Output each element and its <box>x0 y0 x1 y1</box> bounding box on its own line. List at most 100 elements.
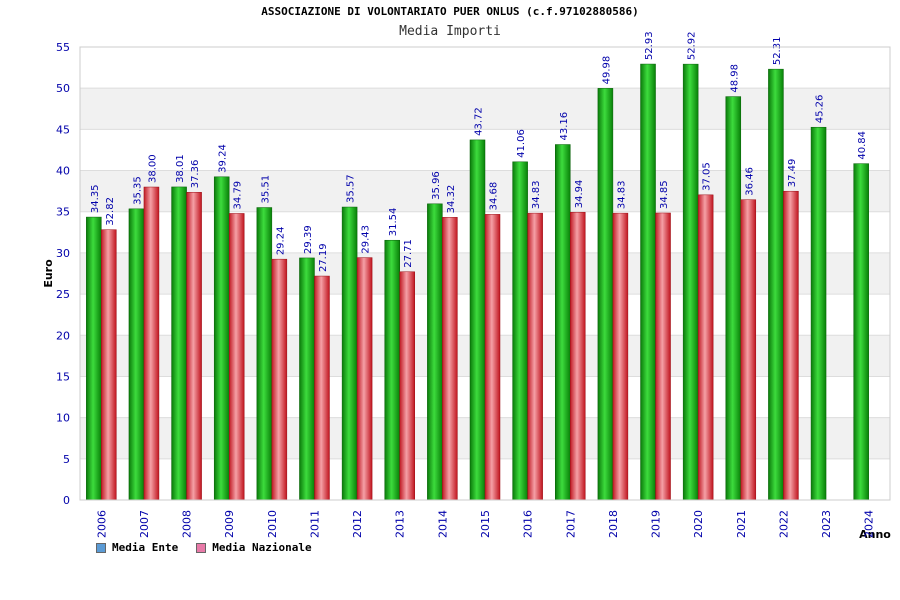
data-label: 37.49 <box>787 159 798 188</box>
y-tick-label: 40 <box>56 165 70 178</box>
bar-media-nazionale <box>228 213 245 501</box>
data-label: 34.68 <box>489 182 500 211</box>
data-label: 35.96 <box>431 171 442 200</box>
x-tick-label: 2017 <box>564 510 577 538</box>
y-tick-label: 15 <box>56 370 70 383</box>
y-tick-label: 45 <box>56 123 70 136</box>
bar-media-nazionale <box>655 212 671 501</box>
bar-media-ente <box>86 216 102 501</box>
x-tick-label: 2021 <box>735 510 748 538</box>
chart-title: ASSOCIAZIONE DI VOLONTARIATO PUER ONLUS … <box>261 5 639 18</box>
bar-media-nazionale <box>356 257 373 501</box>
data-label: 29.39 <box>303 225 314 254</box>
data-label: 37.36 <box>190 160 201 189</box>
data-label: 34.79 <box>233 181 244 210</box>
y-tick-label: 0 <box>63 494 70 507</box>
bar-media-nazionale <box>783 190 799 501</box>
bar-media-ente <box>853 163 869 501</box>
bar-media-ente <box>128 208 145 501</box>
x-tick-label: 2019 <box>650 510 663 538</box>
y-tick-label: 20 <box>56 329 70 342</box>
data-label: 43.72 <box>474 107 485 136</box>
bar-media-ente <box>299 257 315 501</box>
bar-media-nazionale <box>143 186 160 501</box>
data-label: 35.35 <box>132 176 143 205</box>
chart-subtitle: Media Importi <box>399 24 501 39</box>
bar-media-ente <box>427 203 443 501</box>
data-label: 52.31 <box>772 37 783 66</box>
bar-media-ente <box>171 186 187 501</box>
data-label: 43.16 <box>559 112 570 141</box>
plot-frame <box>79 46 891 501</box>
data-label: 45.26 <box>815 95 826 124</box>
bar-media-ente <box>555 144 571 501</box>
x-tick-label: 2013 <box>394 510 407 538</box>
bar-media-ente <box>768 68 784 501</box>
y-tick-label: 10 <box>56 412 70 425</box>
data-label: 29.24 <box>275 227 286 256</box>
y-axis-label: Euro <box>42 259 55 288</box>
data-label: 39.24 <box>218 144 229 173</box>
bar-media-ente <box>597 88 614 501</box>
data-label: 35.51 <box>260 175 271 204</box>
bar-media-ente <box>640 63 656 501</box>
legend-swatch-media-ente <box>96 542 106 553</box>
x-tick-label: 2008 <box>181 510 194 538</box>
data-label: 34.35 <box>90 184 101 213</box>
x-tick-label: 2024 <box>863 510 876 538</box>
data-label: 49.98 <box>601 56 612 85</box>
bar-media-ente <box>512 161 528 501</box>
bar-media-ente <box>469 139 486 501</box>
bar-media-nazionale <box>314 275 330 501</box>
bar-media-nazionale <box>271 258 288 501</box>
bar-media-ente <box>682 63 699 501</box>
data-label: 52.92 <box>687 31 698 60</box>
bar-media-nazionale <box>740 199 757 501</box>
legend-swatch-media-nazionale <box>196 542 207 553</box>
bar-media-ente <box>725 96 742 501</box>
x-tick-label: 2023 <box>820 510 833 538</box>
data-label: 29.43 <box>361 225 372 254</box>
x-tick-label: 2022 <box>777 510 790 538</box>
bar-media-ente <box>341 206 358 501</box>
bar-media-ente <box>213 176 230 501</box>
data-label: 27.71 <box>403 239 414 268</box>
bar-media-ente <box>810 126 827 501</box>
x-tick-label: 2014 <box>436 510 449 538</box>
legend-label-media-nazionale: Media Nazionale <box>212 541 312 554</box>
bar-media-nazionale <box>101 229 117 501</box>
y-tick-label: 50 <box>56 82 70 95</box>
x-tick-label: 2010 <box>266 510 279 538</box>
grid-band <box>80 88 890 130</box>
x-tick-label: 2015 <box>479 510 492 538</box>
data-label: 38.00 <box>147 154 158 183</box>
data-label: 41.06 <box>516 129 527 158</box>
bar-media-nazionale <box>484 214 501 501</box>
legend-label-media-ente: Media Ente <box>112 541 179 554</box>
x-tick-label: 2011 <box>308 510 321 538</box>
y-tick-label: 35 <box>56 206 70 219</box>
y-tick-label: 5 <box>63 453 70 466</box>
x-axis-label: Anno <box>859 528 891 541</box>
bar-media-nazionale <box>697 194 714 501</box>
x-tick-label: 2016 <box>522 510 535 538</box>
data-label: 37.05 <box>702 162 713 191</box>
y-tick-label: 30 <box>56 247 70 260</box>
x-tick-label: 2018 <box>607 510 620 538</box>
chart-legend: Media Ente Media Nazionale <box>96 541 312 554</box>
bar-media-nazionale <box>442 217 458 501</box>
data-label: 36.46 <box>744 167 755 196</box>
data-label: 40.84 <box>857 131 868 160</box>
data-label: 35.57 <box>346 174 357 203</box>
bar-media-nazionale <box>570 211 586 501</box>
bar-media-nazionale <box>527 212 543 501</box>
data-label: 34.94 <box>574 180 585 209</box>
data-label: 32.82 <box>105 197 116 226</box>
bar-media-nazionale <box>399 271 415 501</box>
x-tick-label: 2009 <box>223 510 236 538</box>
data-label: 34.32 <box>446 185 457 214</box>
x-tick-label: 2006 <box>95 510 108 538</box>
bar-media-nazionale <box>186 192 202 501</box>
